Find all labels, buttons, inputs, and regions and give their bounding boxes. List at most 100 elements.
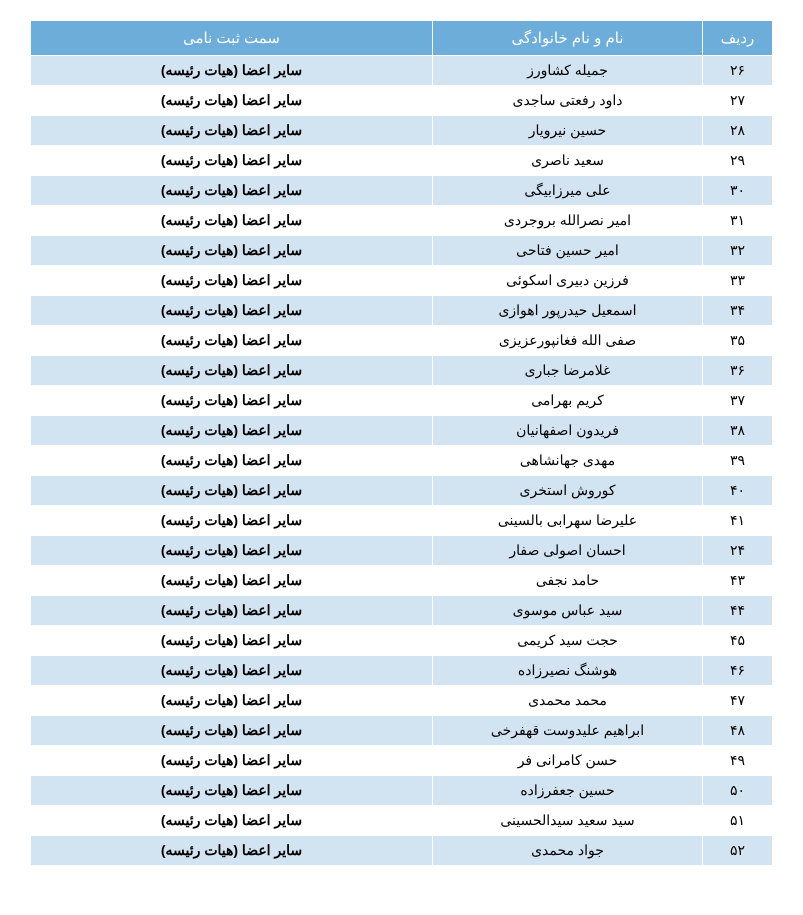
cell-name: حسن کامرانی فر (433, 746, 703, 776)
cell-role: سایر اعضا (هیات رئیسه) (31, 506, 433, 536)
cell-index: ۵۱ (703, 806, 773, 836)
cell-index: ۳۹ (703, 446, 773, 476)
cell-name: حسین جعفرزاده (433, 776, 703, 806)
cell-index: ۵۲ (703, 836, 773, 866)
cell-name: حسین نیرویار (433, 116, 703, 146)
cell-index: ۲۸ (703, 116, 773, 146)
cell-index: ۲۷ (703, 86, 773, 116)
cell-role: سایر اعضا (هیات رئیسه) (31, 326, 433, 356)
cell-index: ۲۶ (703, 56, 773, 86)
cell-role: سایر اعضا (هیات رئیسه) (31, 446, 433, 476)
cell-role: سایر اعضا (هیات رئیسه) (31, 716, 433, 746)
table-row: ۲۸حسین نیرویارسایر اعضا (هیات رئیسه) (31, 116, 773, 146)
cell-name: هوشنگ نصیرزاده (433, 656, 703, 686)
table-row: ۵۰حسین جعفرزادهسایر اعضا (هیات رئیسه) (31, 776, 773, 806)
cell-index: ۴۷ (703, 686, 773, 716)
table-row: ۳۲امیر حسین فتاحیسایر اعضا (هیات رئیسه) (31, 236, 773, 266)
cell-role: سایر اعضا (هیات رئیسه) (31, 806, 433, 836)
cell-role: سایر اعضا (هیات رئیسه) (31, 476, 433, 506)
cell-name: کریم بهرامی (433, 386, 703, 416)
cell-index: ۳۶ (703, 356, 773, 386)
cell-role: سایر اعضا (هیات رئیسه) (31, 536, 433, 566)
table-row: ۴۷محمد محمدیسایر اعضا (هیات رئیسه) (31, 686, 773, 716)
cell-role: سایر اعضا (هیات رئیسه) (31, 656, 433, 686)
cell-role: سایر اعضا (هیات رئیسه) (31, 746, 433, 776)
table-row: ۳۰علی میرزابیگیسایر اعضا (هیات رئیسه) (31, 176, 773, 206)
cell-name: جمیله کشاورز (433, 56, 703, 86)
cell-role: سایر اعضا (هیات رئیسه) (31, 386, 433, 416)
cell-role: سایر اعضا (هیات رئیسه) (31, 356, 433, 386)
cell-name: غلامرضا جباری (433, 356, 703, 386)
cell-role: سایر اعضا (هیات رئیسه) (31, 206, 433, 236)
table-row: ۴۵حجت سید کریمیسایر اعضا (هیات رئیسه) (31, 626, 773, 656)
cell-index: ۳۳ (703, 266, 773, 296)
cell-name: مهدی جهانشاهی (433, 446, 703, 476)
table-row: ۲۹سعید ناصریسایر اعضا (هیات رئیسه) (31, 146, 773, 176)
cell-role: سایر اعضا (هیات رئیسه) (31, 686, 433, 716)
cell-name: داود رفعتی ساجدی (433, 86, 703, 116)
table-row: ۳۹مهدی جهانشاهیسایر اعضا (هیات رئیسه) (31, 446, 773, 476)
table-row: ۳۶غلامرضا جباریسایر اعضا (هیات رئیسه) (31, 356, 773, 386)
cell-index: ۴۶ (703, 656, 773, 686)
cell-role: سایر اعضا (هیات رئیسه) (31, 176, 433, 206)
cell-role: سایر اعضا (هیات رئیسه) (31, 416, 433, 446)
cell-name: کوروش استخری (433, 476, 703, 506)
cell-index: ۴۹ (703, 746, 773, 776)
table-row: ۴۶هوشنگ نصیرزادهسایر اعضا (هیات رئیسه) (31, 656, 773, 686)
cell-role: سایر اعضا (هیات رئیسه) (31, 146, 433, 176)
table-row: ۳۳فرزین دبیری اسکوئیسایر اعضا (هیات رئیس… (31, 266, 773, 296)
cell-name: علیرضا سهرابی بالسینی (433, 506, 703, 536)
cell-name: جواد محمدی (433, 836, 703, 866)
cell-role: سایر اعضا (هیات رئیسه) (31, 776, 433, 806)
header-index: ردیف (703, 21, 773, 56)
cell-role: سایر اعضا (هیات رئیسه) (31, 56, 433, 86)
cell-role: سایر اعضا (هیات رئیسه) (31, 626, 433, 656)
cell-role: سایر اعضا (هیات رئیسه) (31, 236, 433, 266)
table-row: ۴۰کوروش استخریسایر اعضا (هیات رئیسه) (31, 476, 773, 506)
cell-index: ۴۱ (703, 506, 773, 536)
table-row: ۴۴سید عباس موسویسایر اعضا (هیات رئیسه) (31, 596, 773, 626)
table-row: ۵۱سید سعید سیدالحسینیسایر اعضا (هیات رئی… (31, 806, 773, 836)
cell-role: سایر اعضا (هیات رئیسه) (31, 296, 433, 326)
cell-index: ۳۵ (703, 326, 773, 356)
cell-role: سایر اعضا (هیات رئیسه) (31, 596, 433, 626)
cell-name: حامد نجفی (433, 566, 703, 596)
cell-name: سید عباس موسوی (433, 596, 703, 626)
cell-name: اسمعیل حیدرپور اهوازی (433, 296, 703, 326)
table-header: ردیف نام و نام خانوادگی سمت ثبت نامی (31, 21, 773, 56)
table-row: ۲۷داود رفعتی ساجدیسایر اعضا (هیات رئیسه) (31, 86, 773, 116)
table-body: ۲۶جمیله کشاورزسایر اعضا (هیات رئیسه)۲۷دا… (31, 56, 773, 866)
cell-role: سایر اعضا (هیات رئیسه) (31, 266, 433, 296)
cell-index: ۳۰ (703, 176, 773, 206)
cell-index: ۴۴ (703, 596, 773, 626)
table-row: ۴۳حامد نجفیسایر اعضا (هیات رئیسه) (31, 566, 773, 596)
cell-index: ۲۹ (703, 146, 773, 176)
cell-name: امیر حسین فتاحی (433, 236, 703, 266)
table-row: ۴۱علیرضا سهرابی بالسینیسایر اعضا (هیات ر… (31, 506, 773, 536)
members-table-wrapper: ردیف نام و نام خانوادگی سمت ثبت نامی ۲۶ج… (30, 20, 773, 866)
table-row: ۳۷کریم بهرامیسایر اعضا (هیات رئیسه) (31, 386, 773, 416)
header-row: ردیف نام و نام خانوادگی سمت ثبت نامی (31, 21, 773, 56)
cell-index: ۳۲ (703, 236, 773, 266)
table-row: ۳۸فریدون اصفهانیانسایر اعضا (هیات رئیسه) (31, 416, 773, 446)
cell-index: ۴۵ (703, 626, 773, 656)
cell-role: سایر اعضا (هیات رئیسه) (31, 86, 433, 116)
cell-name: ابراهیم علیدوست قهفرخی (433, 716, 703, 746)
cell-index: ۲۴ (703, 536, 773, 566)
cell-role: سایر اعضا (هیات رئیسه) (31, 566, 433, 596)
cell-name: صفی الله فغانپورعزیزی (433, 326, 703, 356)
members-table: ردیف نام و نام خانوادگی سمت ثبت نامی ۲۶ج… (30, 20, 773, 866)
table-row: ۳۵صفی الله فغانپورعزیزیسایر اعضا (هیات ر… (31, 326, 773, 356)
table-row: ۳۱امیر نصرالله بروجردیسایر اعضا (هیات رئ… (31, 206, 773, 236)
cell-name: سعید ناصری (433, 146, 703, 176)
cell-index: ۳۴ (703, 296, 773, 326)
table-row: ۵۲جواد محمدیسایر اعضا (هیات رئیسه) (31, 836, 773, 866)
table-row: ۲۶جمیله کشاورزسایر اعضا (هیات رئیسه) (31, 56, 773, 86)
cell-index: ۵۰ (703, 776, 773, 806)
cell-name: سید سعید سیدالحسینی (433, 806, 703, 836)
cell-name: احسان اصولی صفار (433, 536, 703, 566)
cell-index: ۳۷ (703, 386, 773, 416)
table-row: ۴۹حسن کامرانی فرسایر اعضا (هیات رئیسه) (31, 746, 773, 776)
cell-name: علی میرزابیگی (433, 176, 703, 206)
cell-index: ۳۱ (703, 206, 773, 236)
